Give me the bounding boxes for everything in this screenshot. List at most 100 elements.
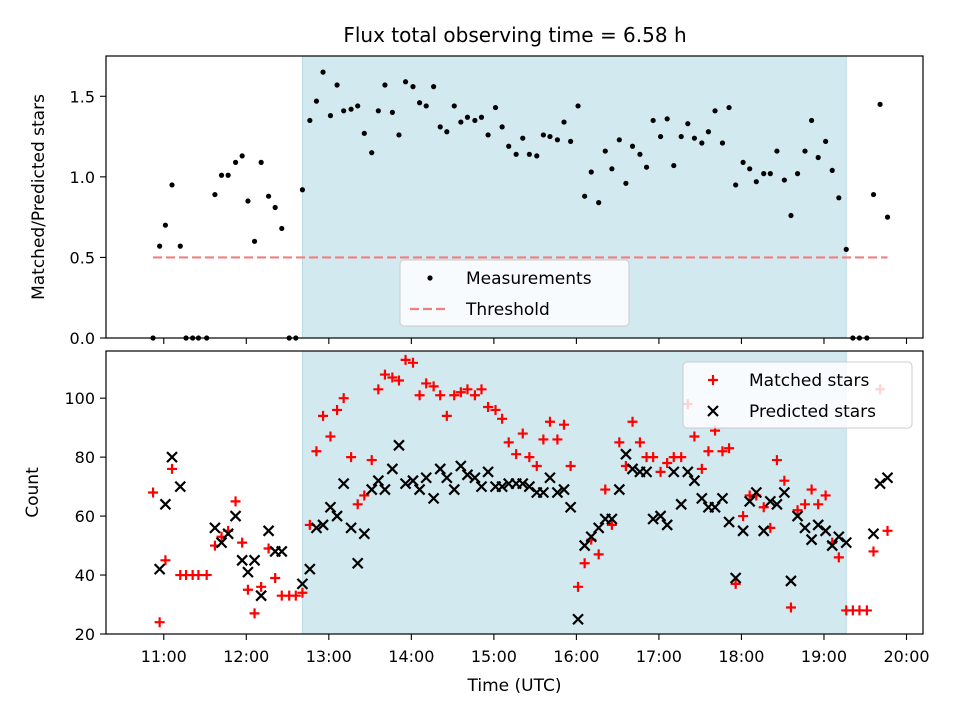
legend-marker-measurements [427, 275, 433, 281]
data-point [304, 563, 316, 575]
data-point [526, 151, 532, 157]
y-tick-label: 0.5 [70, 248, 95, 267]
data-point [222, 527, 234, 540]
data-point [678, 133, 684, 140]
data-point [212, 191, 218, 198]
data-point [829, 167, 835, 174]
data-point [826, 539, 838, 552]
data-point [578, 539, 591, 552]
data-point [361, 130, 367, 136]
y-tick-label: 100 [64, 389, 95, 408]
data-point [884, 214, 891, 220]
data-point [248, 554, 261, 567]
x-tick-label: 13:00 [306, 647, 352, 666]
data-point [861, 605, 872, 616]
legend-marker-matched-stars [708, 375, 718, 385]
data-point [588, 169, 594, 175]
data-point [724, 443, 735, 454]
data-point [423, 103, 429, 109]
data-point [806, 484, 817, 495]
data-point [729, 572, 742, 584]
series-measurements [150, 69, 891, 341]
data-point [407, 357, 418, 368]
data-point [296, 578, 309, 590]
data-point [478, 114, 485, 120]
data-point [307, 117, 313, 124]
data-point [458, 119, 464, 125]
plot-frame [105, 350, 924, 635]
legend-marker-predicted-stars [707, 405, 719, 417]
data-point [327, 113, 334, 119]
data-point [537, 486, 550, 499]
data-point [242, 584, 253, 595]
data-point [882, 525, 893, 536]
data-point [400, 354, 411, 365]
data-point [431, 84, 437, 90]
data-point [435, 390, 446, 401]
data-point [441, 410, 452, 421]
data-point [696, 492, 708, 505]
data-point [492, 104, 499, 111]
data-point [476, 384, 487, 395]
data-point [496, 480, 508, 493]
data-point [389, 109, 395, 115]
data-point [613, 483, 626, 496]
data-point [691, 135, 698, 141]
data-point [778, 486, 791, 499]
data-point [544, 471, 556, 484]
data-point [733, 182, 739, 188]
data-point [153, 563, 166, 575]
x-tick-label: 15:00 [471, 647, 517, 666]
data-point [420, 471, 432, 484]
data-point [740, 159, 746, 165]
data-point [337, 477, 350, 490]
data-point [761, 171, 767, 177]
data-point [366, 455, 377, 466]
data-point [676, 452, 687, 463]
x-tick-label: 19:00 [801, 647, 847, 666]
data-point [346, 452, 357, 463]
data-point [771, 498, 783, 511]
data-point [802, 148, 808, 154]
data-point [325, 431, 336, 442]
data-point [544, 416, 555, 427]
y-tick-label: 1.5 [70, 87, 95, 106]
data-point [747, 166, 753, 172]
data-point [338, 393, 349, 404]
data-point [455, 387, 466, 398]
data-point [469, 471, 481, 484]
x-axis-label: Time (UTC) [467, 676, 562, 696]
data-point [867, 527, 880, 540]
data-point [785, 575, 797, 587]
data-point [251, 238, 258, 244]
data-point [685, 121, 691, 127]
data-point [620, 448, 632, 460]
data-point [313, 98, 320, 104]
data-point [799, 499, 810, 510]
data-point [534, 153, 540, 159]
data-point [413, 483, 426, 496]
data-point [427, 492, 440, 505]
data-point [448, 483, 461, 496]
data-point [483, 402, 494, 413]
data-point [174, 480, 187, 493]
data-point [215, 536, 228, 549]
data-point [262, 525, 275, 537]
data-point [341, 108, 347, 114]
data-point [311, 446, 322, 457]
data-point [441, 471, 453, 484]
data-point [256, 581, 267, 592]
data-point [609, 166, 615, 172]
data-point [451, 103, 457, 109]
y-tick-label: 60 [75, 507, 95, 526]
data-point [792, 505, 803, 516]
data-point [836, 195, 842, 201]
data-point [513, 151, 519, 157]
data-point [444, 129, 450, 135]
data-point [358, 527, 371, 540]
data-point [351, 557, 364, 570]
data-point [369, 150, 375, 156]
data-point [813, 499, 824, 510]
data-point [688, 474, 701, 487]
chart-panels: 0.0 0.5 1.0 1.5 Matched/Predicted stars Measu… [23, 55, 930, 696]
